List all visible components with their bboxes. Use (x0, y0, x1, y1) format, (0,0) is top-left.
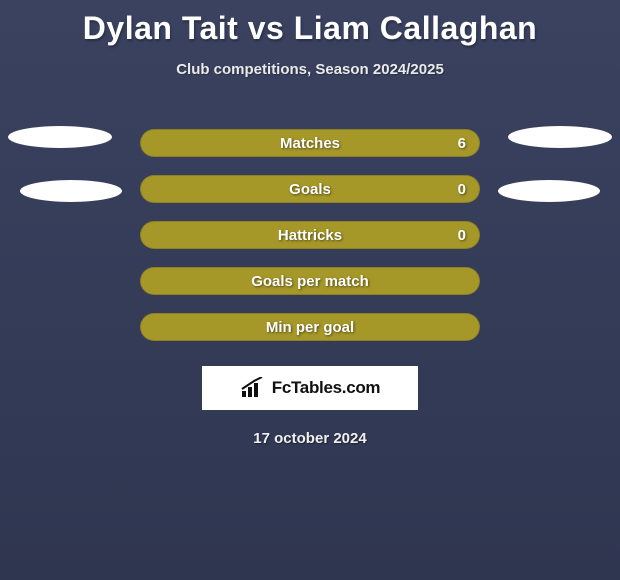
stat-row: Matches6 (0, 120, 620, 166)
chart-icon (240, 377, 266, 399)
stat-row: Goals per match (0, 258, 620, 304)
stat-bar-fill (140, 313, 480, 341)
stat-bar-fill (140, 175, 480, 203)
stat-bar-fill (140, 129, 480, 157)
stat-bar: Hattricks0 (140, 221, 480, 249)
stat-bar: Goals per match (140, 267, 480, 295)
stat-bar: Goals0 (140, 175, 480, 203)
date-label: 17 october 2024 (0, 430, 620, 447)
comparison-rows: Matches6 Goals0 Hattricks0 Goals per match M… (0, 120, 620, 350)
subtitle: Club competitions, Season 2024/2025 (0, 61, 620, 78)
stat-bar: Min per goal (140, 313, 480, 341)
stat-bar: Matches6 (140, 129, 480, 157)
stat-bar-fill (140, 221, 480, 249)
brand-name: FcTables.com (272, 378, 381, 398)
page-title: Dylan Tait vs Liam Callaghan (0, 0, 620, 47)
stat-bar-fill (140, 267, 480, 295)
stat-row: Hattricks0 (0, 212, 620, 258)
stat-row: Min per goal (0, 304, 620, 350)
brand-logo-box: FcTables.com (202, 366, 418, 410)
stat-row: Goals0 (0, 166, 620, 212)
